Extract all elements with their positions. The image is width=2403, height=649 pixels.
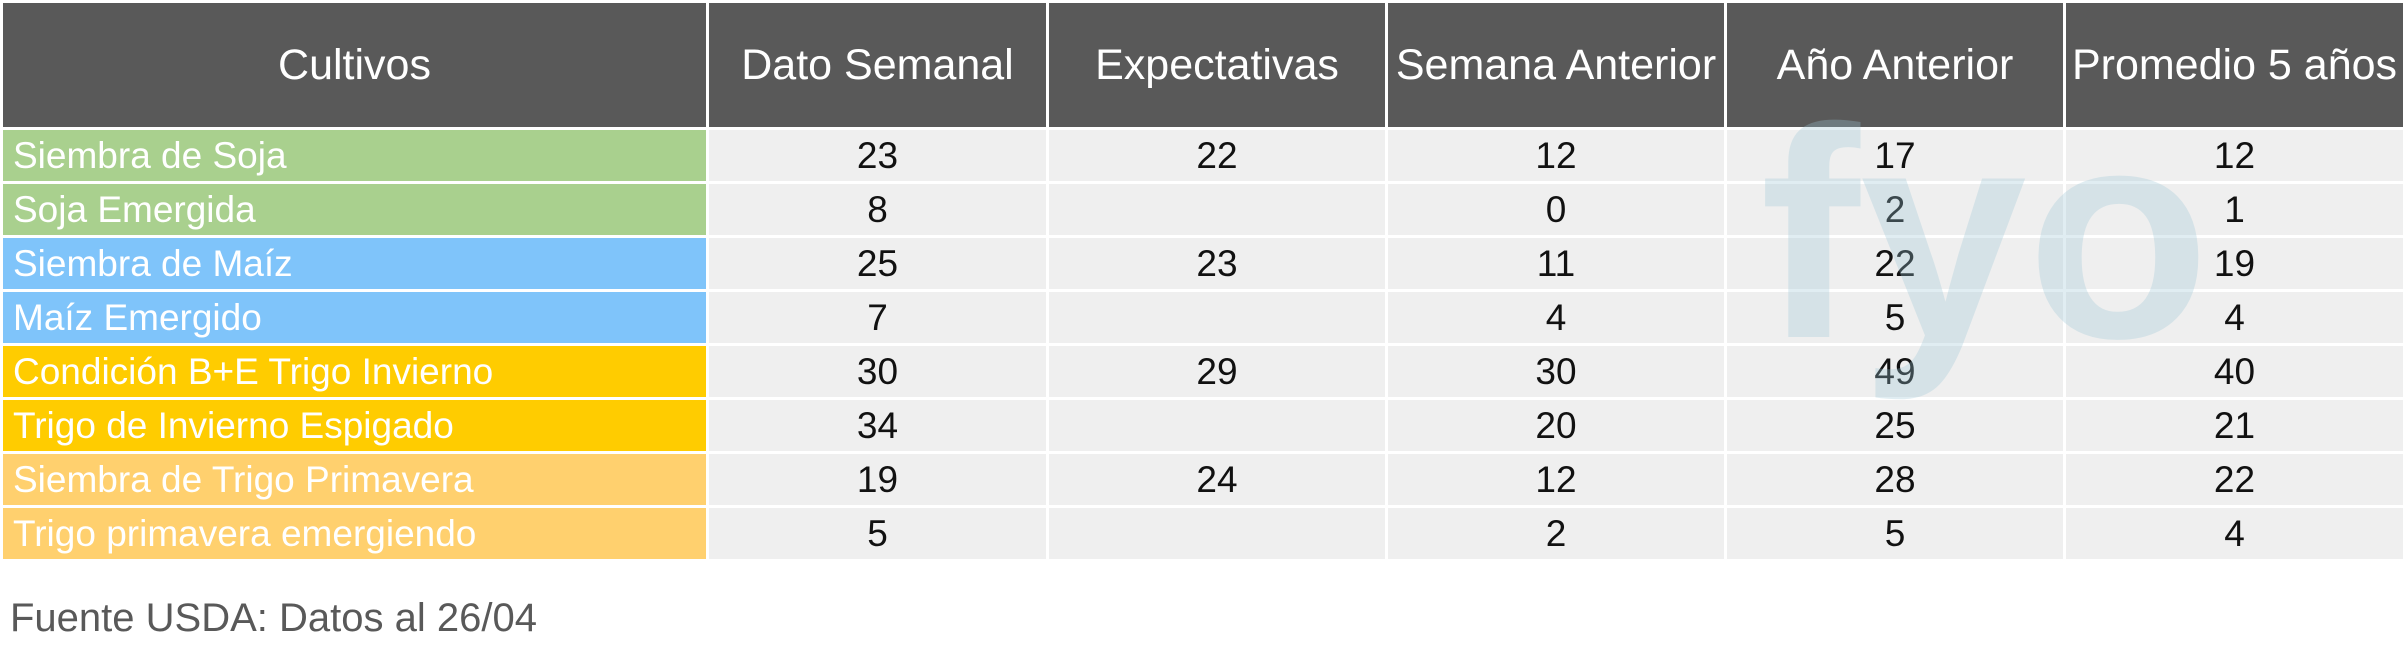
cell: 19 — [706, 451, 1049, 508]
cell: 20 — [1385, 397, 1727, 454]
row-label: Siembra de Trigo Primavera — [0, 451, 709, 508]
column-header: Promedio 5 años — [2063, 0, 2403, 130]
cell: 11 — [1385, 235, 1727, 292]
cell: 2 — [1724, 181, 2066, 238]
cell: 49 — [1724, 343, 2066, 400]
cell: 5 — [1724, 505, 2066, 562]
table-row: Siembra de Trigo Primavera 19 24 12 28 22 — [0, 451, 2403, 508]
cell: 25 — [706, 235, 1049, 292]
column-header: Cultivos — [0, 0, 709, 130]
cell: 34 — [706, 397, 1049, 454]
row-label: Trigo de Invierno Espigado — [0, 397, 709, 454]
cell: 40 — [2063, 343, 2403, 400]
cell: 5 — [1724, 289, 2066, 346]
table-row: Siembra de Maíz 25 23 11 22 19 — [0, 235, 2403, 292]
cell: 8 — [706, 181, 1049, 238]
row-label: Soja Emergida — [0, 181, 709, 238]
cell: 4 — [2063, 505, 2403, 562]
cell — [1046, 289, 1388, 346]
cell: 12 — [2063, 127, 2403, 184]
cell — [1046, 397, 1388, 454]
row-label: Siembra de Maíz — [0, 235, 709, 292]
cell: 28 — [1724, 451, 2066, 508]
row-label: Siembra de Soja — [0, 127, 709, 184]
cell — [1046, 505, 1388, 562]
cell: 19 — [2063, 235, 2403, 292]
cell: 24 — [1046, 451, 1388, 508]
cell: 22 — [1724, 235, 2066, 292]
table-row: Condición B+E Trigo Invierno 30 29 30 49 40 — [0, 343, 2403, 400]
cell: 12 — [1385, 451, 1727, 508]
footer: Fuente USDA: Datos al 26/04 — [10, 596, 537, 640]
row-label: Maíz Emergido — [0, 289, 709, 346]
cell: 21 — [2063, 397, 2403, 454]
cell: 1 — [2063, 181, 2403, 238]
header-row: Cultivos Dato Semanal Expectativas Semana A… — [0, 0, 2403, 130]
cell: 12 — [1385, 127, 1727, 184]
cell: 23 — [1046, 235, 1388, 292]
table-row: Siembra de Soja 23 22 12 17 12 — [0, 127, 2403, 184]
row-label: Condición B+E Trigo Invierno — [0, 343, 709, 400]
cell — [1046, 181, 1388, 238]
cell: 5 — [706, 505, 1049, 562]
table-row: Soja Emergida 8 0 2 1 — [0, 181, 2403, 238]
column-header: Año Anterior — [1724, 0, 2066, 130]
cell: 25 — [1724, 397, 2066, 454]
cell: 29 — [1046, 343, 1388, 400]
table-row: Trigo de Invierno Espigado 34 20 25 21 — [0, 397, 2403, 454]
column-header: Expectativas — [1046, 0, 1388, 130]
column-header: Dato Semanal — [706, 0, 1049, 130]
table-row: Maíz Emergido 7 4 5 4 — [0, 289, 2403, 346]
column-header: Semana Anterior — [1385, 0, 1727, 130]
row-label: Trigo primavera emergiendo — [0, 505, 709, 562]
cell: 0 — [1385, 181, 1727, 238]
table-row: Trigo primavera emergiendo 5 2 5 4 — [0, 505, 2403, 562]
cell: 30 — [1385, 343, 1727, 400]
cell: 23 — [706, 127, 1049, 184]
crop-table: Cultivos Dato Semanal Expectativas Semana A… — [0, 0, 2403, 562]
cell: 4 — [1385, 289, 1727, 346]
cell: 22 — [2063, 451, 2403, 508]
cell: 4 — [2063, 289, 2403, 346]
cell: 2 — [1385, 505, 1727, 562]
table-body: Siembra de Soja 23 22 12 17 12 Soja Emergida 8 0… — [0, 127, 2403, 562]
cell: 7 — [706, 289, 1049, 346]
cell: 17 — [1724, 127, 2066, 184]
cell: 22 — [1046, 127, 1388, 184]
cell: 30 — [706, 343, 1049, 400]
